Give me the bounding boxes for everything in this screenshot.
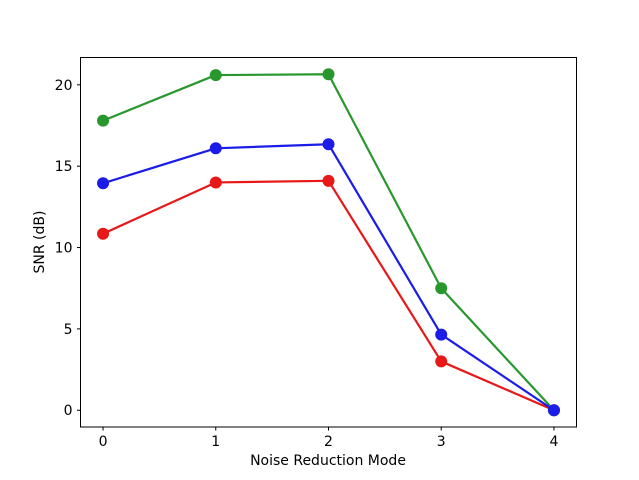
red-series-marker — [97, 227, 110, 240]
y-axis-label: SNR (dB) — [32, 210, 48, 274]
green-series-marker — [322, 68, 335, 81]
x-tick-label: 0 — [99, 434, 108, 450]
y-tick-label: 0 — [64, 403, 73, 419]
blue-series-marker — [322, 138, 335, 151]
blue-series-marker — [435, 328, 448, 341]
y-tick-label: 20 — [55, 78, 73, 94]
green-series-marker — [97, 114, 110, 127]
x-axis-label: Noise Reduction Mode — [250, 453, 406, 469]
red-series-marker — [209, 176, 222, 189]
x-tick-label: 3 — [437, 434, 446, 450]
y-tick-label: 10 — [55, 241, 73, 257]
green-series-marker — [209, 69, 222, 82]
green-series-marker — [435, 282, 448, 295]
blue-series-marker — [547, 404, 560, 417]
red-series-marker — [322, 174, 335, 187]
blue-series-marker — [97, 177, 110, 190]
y-tick-label: 15 — [55, 159, 73, 175]
y-tick-label: 5 — [64, 322, 73, 338]
blue-series-marker — [209, 142, 222, 155]
x-tick-label: 2 — [324, 434, 333, 450]
x-tick-label: 4 — [549, 434, 558, 450]
x-tick-label: 1 — [211, 434, 220, 450]
axes-spines — [80, 57, 577, 428]
red-series-marker — [435, 355, 448, 368]
